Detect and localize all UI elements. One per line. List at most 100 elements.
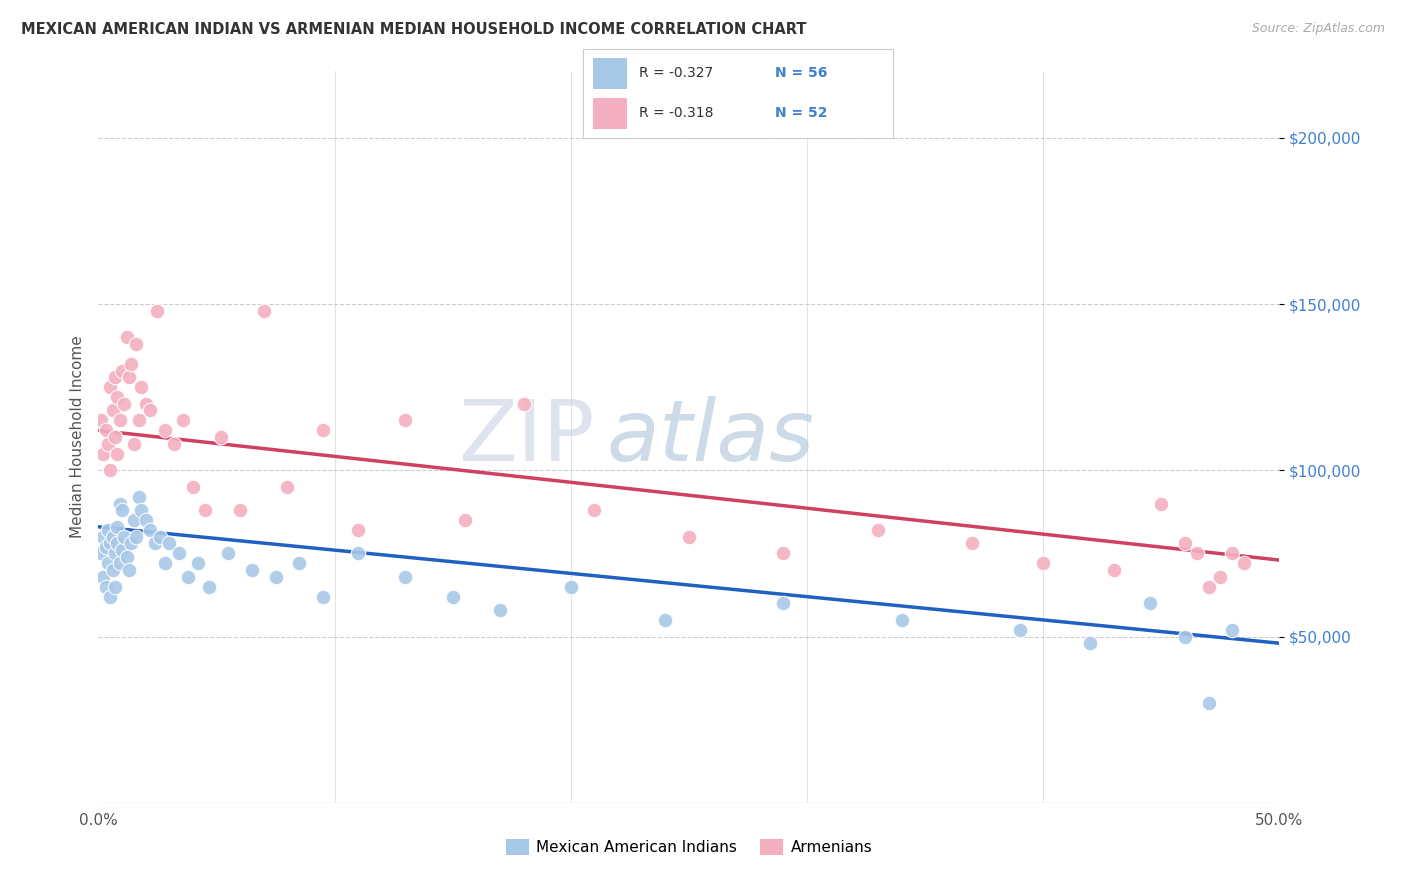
Point: [105, 447, 128, 461]
Point: [112, 397, 135, 411]
Text: N = 56: N = 56: [775, 66, 828, 80]
Point: [453, 513, 475, 527]
Text: atlas: atlas: [606, 395, 814, 479]
Text: R = -0.318: R = -0.318: [640, 106, 714, 120]
Point: [91, 530, 114, 544]
Point: [104, 430, 127, 444]
Point: [347, 523, 370, 537]
Point: [1185, 546, 1208, 560]
Point: [253, 303, 276, 318]
Point: [125, 530, 148, 544]
Point: [91, 570, 114, 584]
Point: [104, 370, 127, 384]
Point: [101, 403, 124, 417]
Point: [118, 370, 141, 384]
Point: [229, 503, 252, 517]
Point: [94, 580, 117, 594]
Point: [177, 570, 200, 584]
Point: [1102, 563, 1125, 577]
Point: [97, 523, 120, 537]
Point: [181, 480, 204, 494]
Point: [347, 546, 370, 560]
Point: [1174, 630, 1197, 644]
Point: [1139, 596, 1161, 610]
Point: [121, 536, 143, 550]
Point: [1174, 536, 1197, 550]
Point: [98, 590, 121, 604]
Text: Source: ZipAtlas.com: Source: ZipAtlas.com: [1251, 22, 1385, 36]
Point: [94, 424, 117, 438]
Point: [172, 413, 194, 427]
Point: [128, 490, 150, 504]
Point: [111, 503, 134, 517]
Point: [122, 513, 145, 527]
Point: [1198, 580, 1220, 594]
Point: [129, 380, 152, 394]
Point: [288, 557, 311, 571]
Point: [890, 613, 912, 627]
Point: [866, 523, 889, 537]
Point: [962, 536, 984, 550]
Point: [187, 557, 209, 571]
Point: [1209, 570, 1232, 584]
Text: ZIP: ZIP: [458, 395, 595, 479]
Point: [108, 413, 131, 427]
Point: [125, 337, 148, 351]
FancyBboxPatch shape: [593, 98, 627, 129]
Point: [1080, 636, 1102, 650]
Point: [560, 580, 582, 594]
Legend: Mexican American Indians, Armenians: Mexican American Indians, Armenians: [499, 833, 879, 861]
Point: [149, 530, 172, 544]
Point: [240, 563, 263, 577]
Point: [97, 436, 120, 450]
Point: [312, 590, 335, 604]
Point: [143, 536, 166, 550]
Point: [1220, 546, 1243, 560]
Point: [489, 603, 512, 617]
Point: [441, 590, 464, 604]
Point: [394, 570, 416, 584]
Point: [157, 536, 180, 550]
Point: [104, 580, 127, 594]
Point: [98, 380, 121, 394]
Point: [1198, 696, 1220, 710]
Point: [90, 413, 112, 427]
FancyBboxPatch shape: [593, 58, 627, 89]
Text: R = -0.327: R = -0.327: [640, 66, 713, 80]
Point: [121, 357, 143, 371]
Point: [153, 424, 176, 438]
Point: [163, 436, 186, 450]
Point: [122, 436, 145, 450]
Point: [98, 463, 121, 477]
Point: [135, 513, 157, 527]
Text: MEXICAN AMERICAN INDIAN VS ARMENIAN MEDIAN HOUSEHOLD INCOME CORRELATION CHART: MEXICAN AMERICAN INDIAN VS ARMENIAN MEDI…: [21, 22, 807, 37]
Point: [101, 563, 124, 577]
Point: [583, 503, 606, 517]
Point: [105, 536, 128, 550]
Point: [101, 530, 124, 544]
Point: [139, 523, 162, 537]
Point: [198, 580, 221, 594]
Point: [1032, 557, 1054, 571]
Point: [394, 413, 416, 427]
Point: [128, 413, 150, 427]
Point: [772, 546, 794, 560]
Point: [105, 520, 128, 534]
Text: N = 52: N = 52: [775, 106, 828, 120]
Point: [97, 557, 120, 571]
Point: [153, 557, 176, 571]
Point: [108, 497, 131, 511]
Point: [1233, 557, 1256, 571]
Point: [167, 546, 190, 560]
Point: [312, 424, 335, 438]
Point: [654, 613, 676, 627]
Point: [129, 503, 152, 517]
Point: [104, 546, 127, 560]
Point: [217, 546, 239, 560]
Point: [111, 543, 134, 558]
Point: [112, 530, 135, 544]
Point: [108, 557, 131, 571]
Point: [209, 430, 232, 444]
Point: [194, 503, 217, 517]
Point: [105, 390, 128, 404]
